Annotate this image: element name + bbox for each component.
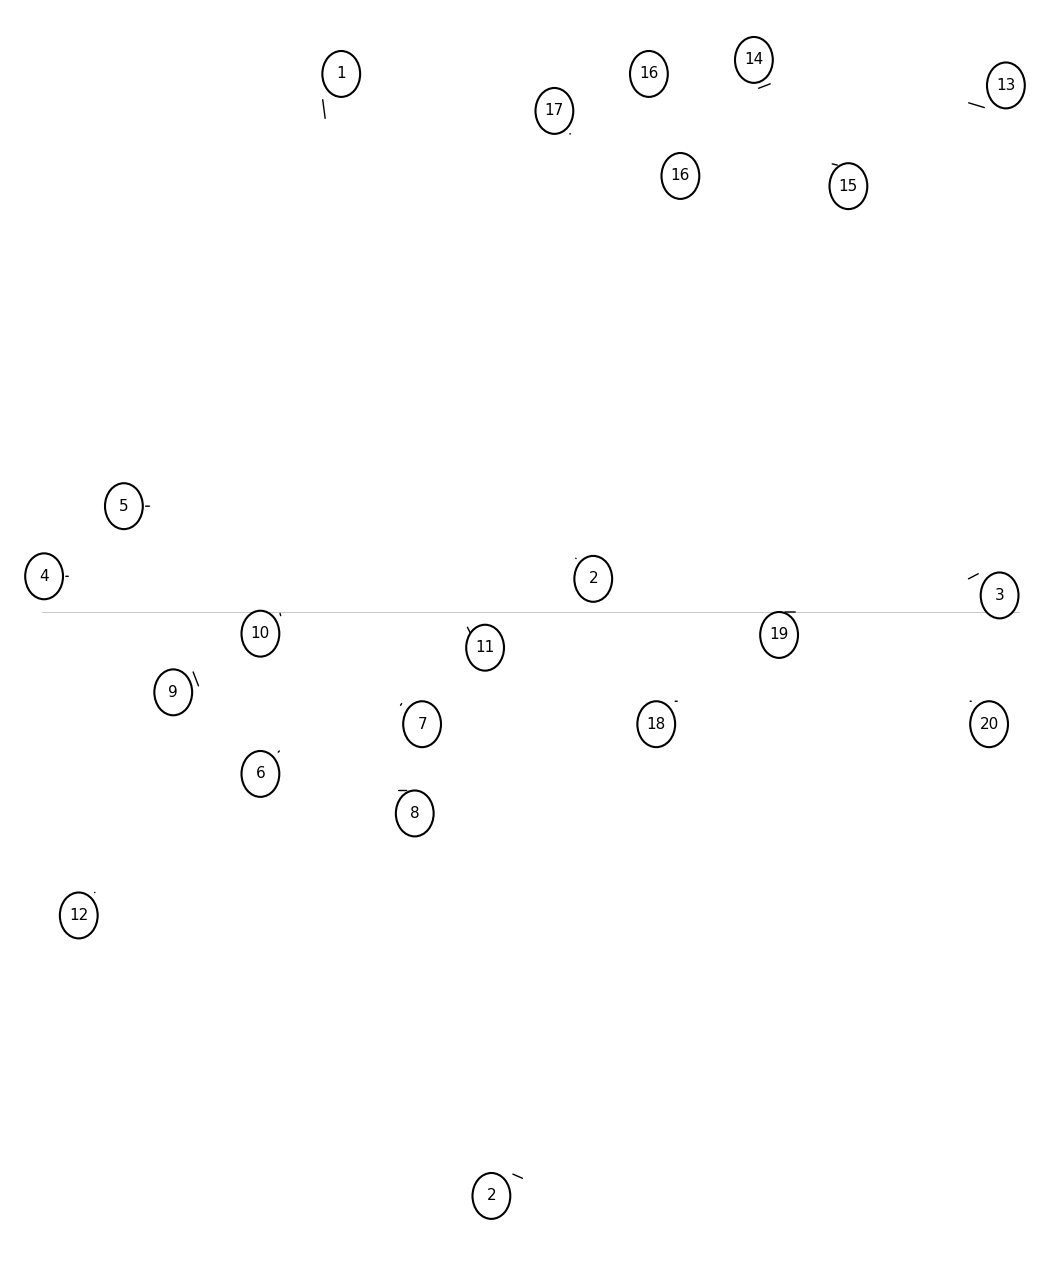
- Text: 9: 9: [168, 685, 178, 700]
- Text: 8: 8: [410, 806, 420, 821]
- Text: 15: 15: [839, 179, 858, 194]
- Text: 1: 1: [336, 66, 346, 82]
- Text: 18: 18: [647, 717, 666, 732]
- Circle shape: [154, 669, 192, 715]
- Text: 16: 16: [639, 66, 658, 82]
- Text: 5: 5: [119, 499, 129, 514]
- Text: 16: 16: [671, 168, 690, 184]
- Circle shape: [466, 625, 504, 671]
- Circle shape: [662, 153, 699, 199]
- Circle shape: [987, 62, 1025, 108]
- Circle shape: [637, 701, 675, 747]
- Text: 10: 10: [251, 626, 270, 641]
- Text: 6: 6: [255, 766, 266, 782]
- Text: 20: 20: [980, 717, 999, 732]
- Circle shape: [981, 572, 1018, 618]
- Circle shape: [105, 483, 143, 529]
- Circle shape: [472, 1173, 510, 1219]
- Text: 13: 13: [996, 78, 1015, 93]
- Circle shape: [25, 553, 63, 599]
- Circle shape: [970, 701, 1008, 747]
- Text: 2: 2: [486, 1188, 497, 1204]
- Text: 12: 12: [69, 908, 88, 923]
- Circle shape: [574, 556, 612, 602]
- Circle shape: [322, 51, 360, 97]
- Circle shape: [242, 751, 279, 797]
- Text: 17: 17: [545, 103, 564, 119]
- FancyBboxPatch shape: [21, 26, 1029, 1148]
- Circle shape: [403, 701, 441, 747]
- Text: 2: 2: [588, 571, 598, 587]
- Circle shape: [830, 163, 867, 209]
- Circle shape: [536, 88, 573, 134]
- Text: 3: 3: [994, 588, 1005, 603]
- Circle shape: [735, 37, 773, 83]
- Text: 11: 11: [476, 640, 495, 655]
- Circle shape: [60, 892, 98, 938]
- Circle shape: [630, 51, 668, 97]
- Text: 19: 19: [770, 627, 789, 643]
- Circle shape: [242, 611, 279, 657]
- Text: 14: 14: [744, 52, 763, 68]
- Circle shape: [760, 612, 798, 658]
- Text: 4: 4: [39, 569, 49, 584]
- Circle shape: [396, 790, 434, 836]
- Text: 7: 7: [417, 717, 427, 732]
